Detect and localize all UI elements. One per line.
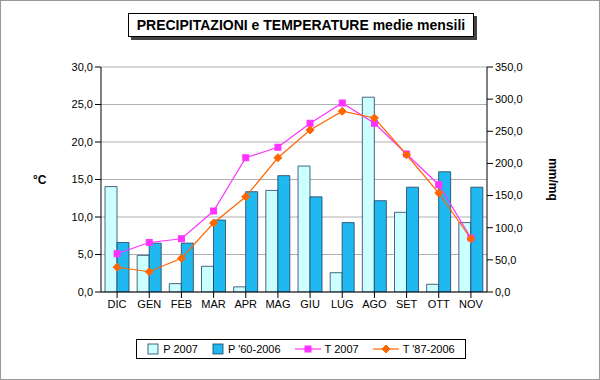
svg-text:350,0: 350,0 xyxy=(495,61,523,73)
svg-text:25,0: 25,0 xyxy=(72,98,93,110)
html-text:T '87-2006: T '87-2006 xyxy=(402,343,455,355)
svg-text:SET: SET xyxy=(396,298,418,310)
svg-text:50,0: 50,0 xyxy=(495,254,516,266)
svg-text:0,0: 0,0 xyxy=(495,286,510,298)
svg-text:100,0: 100,0 xyxy=(495,222,523,234)
svg-text:FEB: FEB xyxy=(171,298,192,310)
svg-text:10,0: 10,0 xyxy=(72,211,93,223)
html-text:PRECIPITAZIONI e TEMPERATURE m: PRECIPITAZIONI e TEMPERATURE medie mensi… xyxy=(136,17,466,33)
svg-text:0,0: 0,0 xyxy=(78,286,93,298)
svg-text:°C: °C xyxy=(33,173,47,187)
svg-text:30,0: 30,0 xyxy=(72,61,93,73)
svg-text:GIU: GIU xyxy=(300,298,320,310)
svg-text:mm/mq: mm/mq xyxy=(546,158,560,201)
svg-text:OTT: OTT xyxy=(428,298,450,310)
svg-text:APR: APR xyxy=(234,298,257,310)
html-text:P '60-2006: P '60-2006 xyxy=(227,343,281,355)
svg-text:MAR: MAR xyxy=(201,298,226,310)
svg-text:NOV: NOV xyxy=(459,298,484,310)
svg-text:LUG: LUG xyxy=(331,298,354,310)
html-text:T 2007: T 2007 xyxy=(324,343,359,355)
svg-text:200,0: 200,0 xyxy=(495,157,523,169)
svg-text:MAG: MAG xyxy=(265,298,290,310)
svg-text:GEN: GEN xyxy=(137,298,161,310)
svg-text:DIC: DIC xyxy=(108,298,127,310)
svg-text:20,0: 20,0 xyxy=(72,136,93,148)
svg-text:150,0: 150,0 xyxy=(495,189,523,201)
svg-text:15,0: 15,0 xyxy=(72,173,93,185)
svg-text:300,0: 300,0 xyxy=(495,93,523,105)
svg-text:5,0: 5,0 xyxy=(78,248,93,260)
html-text:P 2007: P 2007 xyxy=(163,343,198,355)
svg-text:AGO: AGO xyxy=(362,298,387,310)
svg-text:250,0: 250,0 xyxy=(495,125,523,137)
